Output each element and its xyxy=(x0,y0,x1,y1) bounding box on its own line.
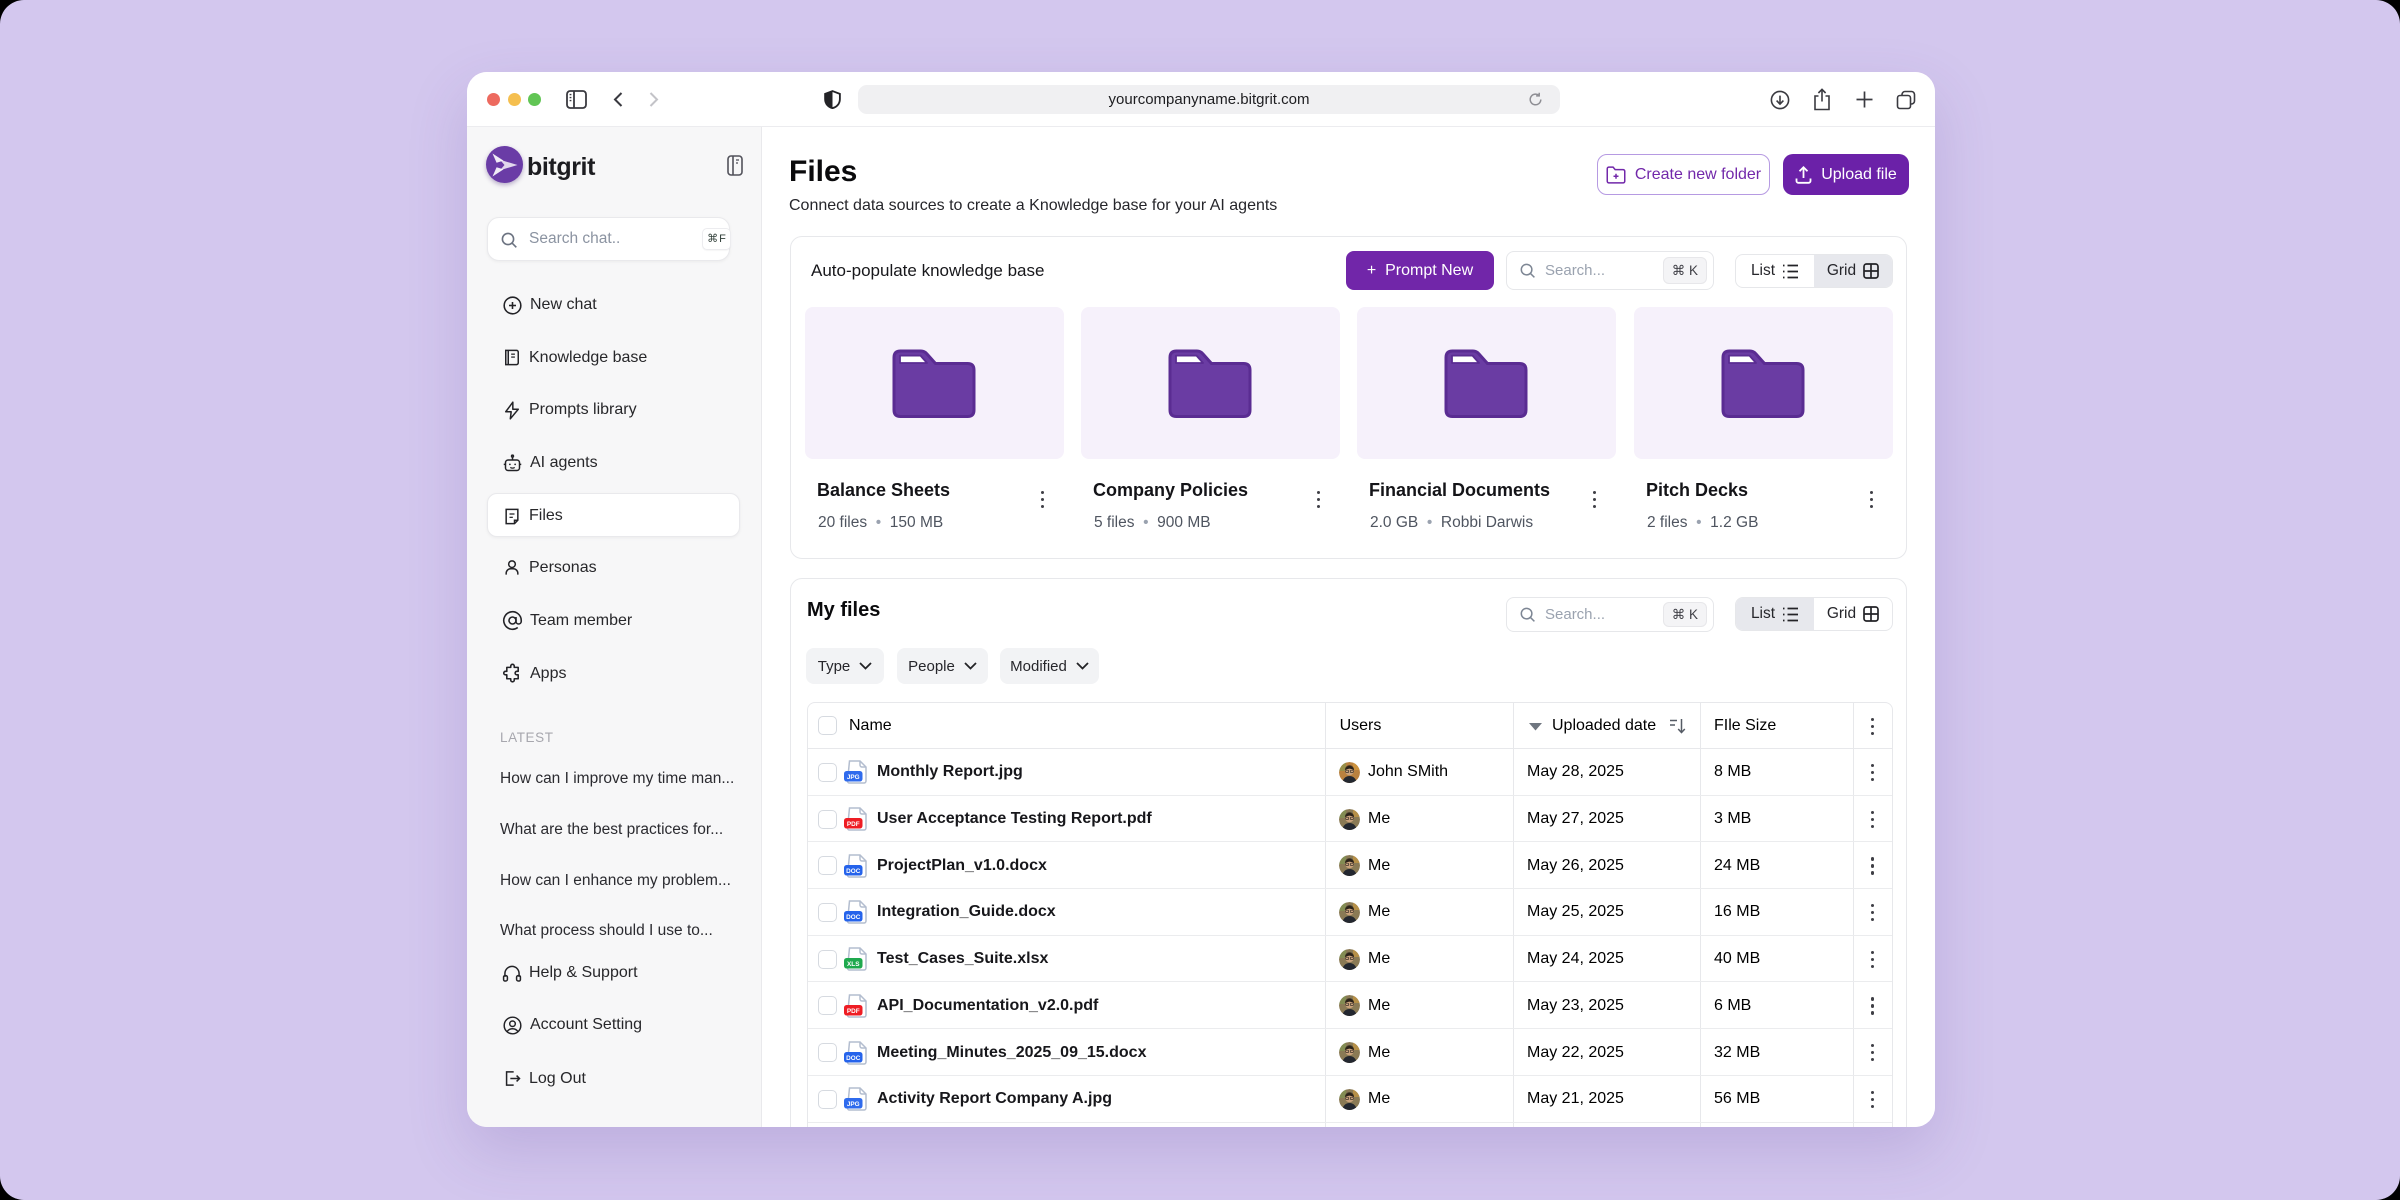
svg-text:PDF: PDF xyxy=(847,821,860,828)
svg-text:DOC: DOC xyxy=(846,914,861,921)
svg-text:DOC: DOC xyxy=(846,1054,861,1061)
svg-text:JPG: JPG xyxy=(847,1101,860,1108)
svg-text:DOC: DOC xyxy=(846,868,861,875)
svg-text:XLS: XLS xyxy=(847,961,860,968)
svg-text:PDF: PDF xyxy=(847,1008,860,1015)
svg-text:JPG: JPG xyxy=(847,774,860,781)
